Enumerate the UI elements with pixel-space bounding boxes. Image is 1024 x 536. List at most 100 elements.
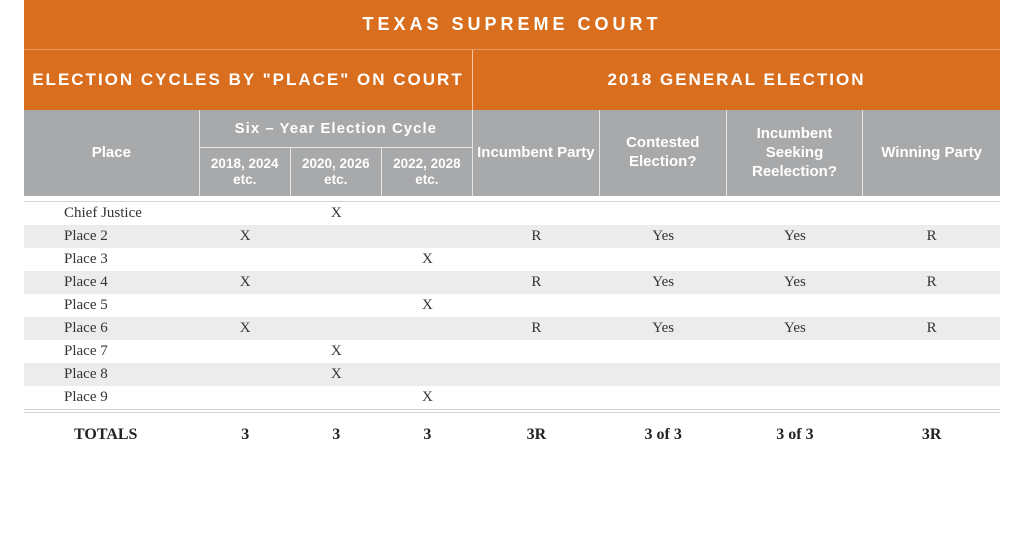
cell-seeking — [727, 386, 864, 409]
cell-cycle-a: X — [200, 271, 291, 294]
cell-cycle-a — [200, 248, 291, 271]
cell-winning: R — [863, 317, 1000, 340]
cell-cycle-b — [291, 317, 382, 340]
cell-cycle-b: X — [291, 340, 382, 363]
cell-cycle-b — [291, 271, 382, 294]
cell-incumbent — [473, 294, 600, 317]
cell-winning — [863, 248, 1000, 271]
cell-incumbent — [473, 340, 600, 363]
cell-cycle-b: X — [291, 363, 382, 386]
cell-winning — [863, 386, 1000, 409]
cell-contested: Yes — [600, 317, 727, 340]
section-headers: ELECTION CYCLES BY "PLACE" ON COURT 2018… — [24, 49, 1000, 110]
cell-contested: Yes — [600, 271, 727, 294]
cell-winning — [863, 294, 1000, 317]
cell-contested — [600, 386, 727, 409]
totals-inc: 3R — [473, 423, 600, 447]
cell-cycle-b — [291, 225, 382, 248]
cell-cycle-c — [382, 202, 473, 225]
section-left: ELECTION CYCLES BY "PLACE" ON COURT — [24, 50, 473, 110]
table-row: Place 2XRYesYesR — [24, 225, 1000, 248]
totals-label: TOTALS — [24, 423, 200, 447]
cell-contested — [600, 248, 727, 271]
cell-cycle-a — [200, 202, 291, 225]
cell-winning: R — [863, 225, 1000, 248]
cell-cycle-c: X — [382, 386, 473, 409]
cell-winning — [863, 202, 1000, 225]
cell-place: Place 7 — [24, 340, 200, 363]
cell-seeking — [727, 202, 864, 225]
title-text: TEXAS SUPREME COURT — [362, 14, 661, 34]
cell-place: Place 2 — [24, 225, 200, 248]
cell-cycle-a — [200, 294, 291, 317]
cell-winning — [863, 340, 1000, 363]
cell-seeking: Yes — [727, 271, 864, 294]
cell-contested — [600, 340, 727, 363]
table-row: Place 7 X — [24, 340, 1000, 363]
table-row: Place 5 X — [24, 294, 1000, 317]
cell-cycle-c — [382, 363, 473, 386]
cell-incumbent — [473, 248, 600, 271]
cell-place: Chief Justice — [24, 202, 200, 225]
header-winning: Winning Party — [863, 110, 1000, 196]
cell-place: Place 5 — [24, 294, 200, 317]
cell-place: Place 6 — [24, 317, 200, 340]
cell-cycle-c — [382, 225, 473, 248]
cell-cycle-c: X — [382, 248, 473, 271]
cell-incumbent: R — [473, 317, 600, 340]
header-cycle-a: 2018, 2024 etc. — [200, 148, 291, 196]
cell-cycle-b: X — [291, 202, 382, 225]
cell-cycle-a: X — [200, 225, 291, 248]
cell-seeking — [727, 363, 864, 386]
table-row: Place 8 X — [24, 363, 1000, 386]
cell-seeking: Yes — [727, 225, 864, 248]
table-row: Place 9 X — [24, 386, 1000, 409]
section-right: 2018 GENERAL ELECTION — [473, 50, 1000, 110]
cell-contested: Yes — [600, 225, 727, 248]
totals-cont: 3 of 3 — [600, 423, 727, 447]
cell-cycle-a — [200, 363, 291, 386]
table-row: Chief Justice X — [24, 202, 1000, 225]
cell-seeking — [727, 294, 864, 317]
totals-a: 3 — [200, 423, 291, 447]
cell-winning — [863, 363, 1000, 386]
cell-cycle-b — [291, 386, 382, 409]
header-cycle-b: 2020, 2026 etc. — [291, 148, 382, 196]
totals-row: TOTALS 3 3 3 3R 3 of 3 3 of 3 3R — [24, 413, 1000, 451]
totals-b: 3 — [291, 423, 382, 447]
cell-contested — [600, 202, 727, 225]
header-seeking: Incumbent Seeking Reelection? — [727, 110, 864, 196]
cell-seeking — [727, 340, 864, 363]
cell-cycle-c: X — [382, 294, 473, 317]
cell-seeking — [727, 248, 864, 271]
cell-incumbent — [473, 386, 600, 409]
cell-incumbent: R — [473, 225, 600, 248]
header-cycle-title: Six – Year Election Cycle — [200, 110, 472, 148]
totals-seek: 3 of 3 — [727, 423, 864, 447]
header-place: Place — [24, 110, 200, 196]
cell-cycle-c — [382, 271, 473, 294]
cell-place: Place 4 — [24, 271, 200, 294]
cell-cycle-b — [291, 294, 382, 317]
cell-winning: R — [863, 271, 1000, 294]
header-contested: Contested Election? — [600, 110, 727, 196]
cell-seeking: Yes — [727, 317, 864, 340]
cell-place: Place 8 — [24, 363, 200, 386]
cell-incumbent — [473, 363, 600, 386]
header-cycle-c: 2022, 2028 etc. — [382, 148, 472, 196]
cell-cycle-a — [200, 386, 291, 409]
cell-incumbent: R — [473, 271, 600, 294]
table-row: Place 3 X — [24, 248, 1000, 271]
cell-place: Place 9 — [24, 386, 200, 409]
cell-place: Place 3 — [24, 248, 200, 271]
cell-cycle-c — [382, 317, 473, 340]
column-headers: Place Six – Year Election Cycle 2018, 20… — [24, 110, 1000, 196]
cell-cycle-c — [382, 340, 473, 363]
cell-contested — [600, 363, 727, 386]
header-cycle-group: Six – Year Election Cycle 2018, 2024 etc… — [200, 110, 473, 196]
cell-cycle-b — [291, 248, 382, 271]
cell-contested — [600, 294, 727, 317]
table-row: Place 6XRYesYesR — [24, 317, 1000, 340]
totals-win: 3R — [863, 423, 1000, 447]
title-bar: TEXAS SUPREME COURT — [24, 0, 1000, 49]
